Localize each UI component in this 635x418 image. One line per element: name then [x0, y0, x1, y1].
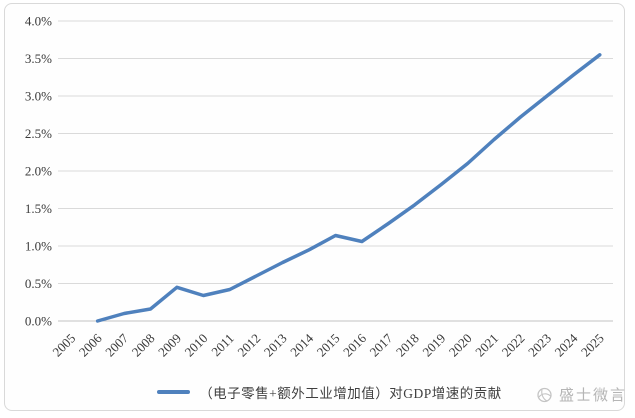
x-axis-tick-label: 2009 [155, 331, 184, 360]
y-axis-tick-label: 3.0% [25, 89, 52, 104]
x-axis-tick-label: 2015 [314, 331, 343, 360]
y-axis-tick-label: 0.5% [25, 276, 52, 291]
watermark-text: 盛士微言 [558, 388, 627, 404]
x-axis-tick-label: 2020 [446, 331, 475, 360]
y-axis-tick-label: 4.0% [25, 14, 52, 29]
x-axis-tick-label: 2013 [261, 331, 290, 360]
y-axis-tick-label: 1.5% [25, 201, 52, 216]
x-axis-tick-label: 2005 [49, 331, 78, 360]
x-axis-tick-label: 2025 [578, 331, 607, 360]
x-axis-tick-label: 2023 [525, 331, 554, 360]
x-axis-tick-label: 2018 [393, 331, 422, 360]
y-axis-tick-label: 1.0% [25, 239, 52, 254]
data-series-line [95, 53, 602, 323]
x-axis-tick-label: 2016 [340, 330, 369, 359]
x-axis-tick-label: 2021 [472, 331, 501, 360]
chart-frame-border [4, 3, 625, 411]
chart-legend: （电子零售+额外工业增加值）对GDP增速的贡献 [12, 382, 635, 402]
x-axis-tick-label: 2014 [287, 330, 316, 359]
y-axis-tick-label: 3.5% [25, 51, 52, 66]
x-axis-tick-label: 2024 [551, 330, 580, 359]
y-axis-tick-label: 0.0% [25, 314, 52, 329]
x-axis-tick-label: 2019 [419, 331, 448, 360]
x-axis-tick-label: 2011 [208, 331, 237, 360]
x-axis-tick-label: 2008 [129, 331, 158, 360]
x-axis-tick-label: 2012 [234, 331, 263, 360]
watermark: 盛士微言 [535, 384, 627, 405]
x-axis-tick-label: 2017 [366, 330, 395, 359]
x-axis-tick-label: 2022 [499, 331, 528, 360]
legend-line-marker-icon [157, 390, 191, 394]
watermark-logo-icon [537, 387, 552, 402]
legend-series-label: （电子零售+额外工业增加值）对GDP增速的贡献 [199, 386, 502, 401]
x-axis-tick-label: 2006 [76, 330, 105, 359]
x-axis-tick-label: 2010 [181, 331, 210, 360]
y-axis-tick-label: 2.0% [25, 164, 52, 179]
y-axis-tick-label: 2.5% [25, 126, 52, 141]
x-axis-tick-label: 2007 [102, 330, 131, 359]
